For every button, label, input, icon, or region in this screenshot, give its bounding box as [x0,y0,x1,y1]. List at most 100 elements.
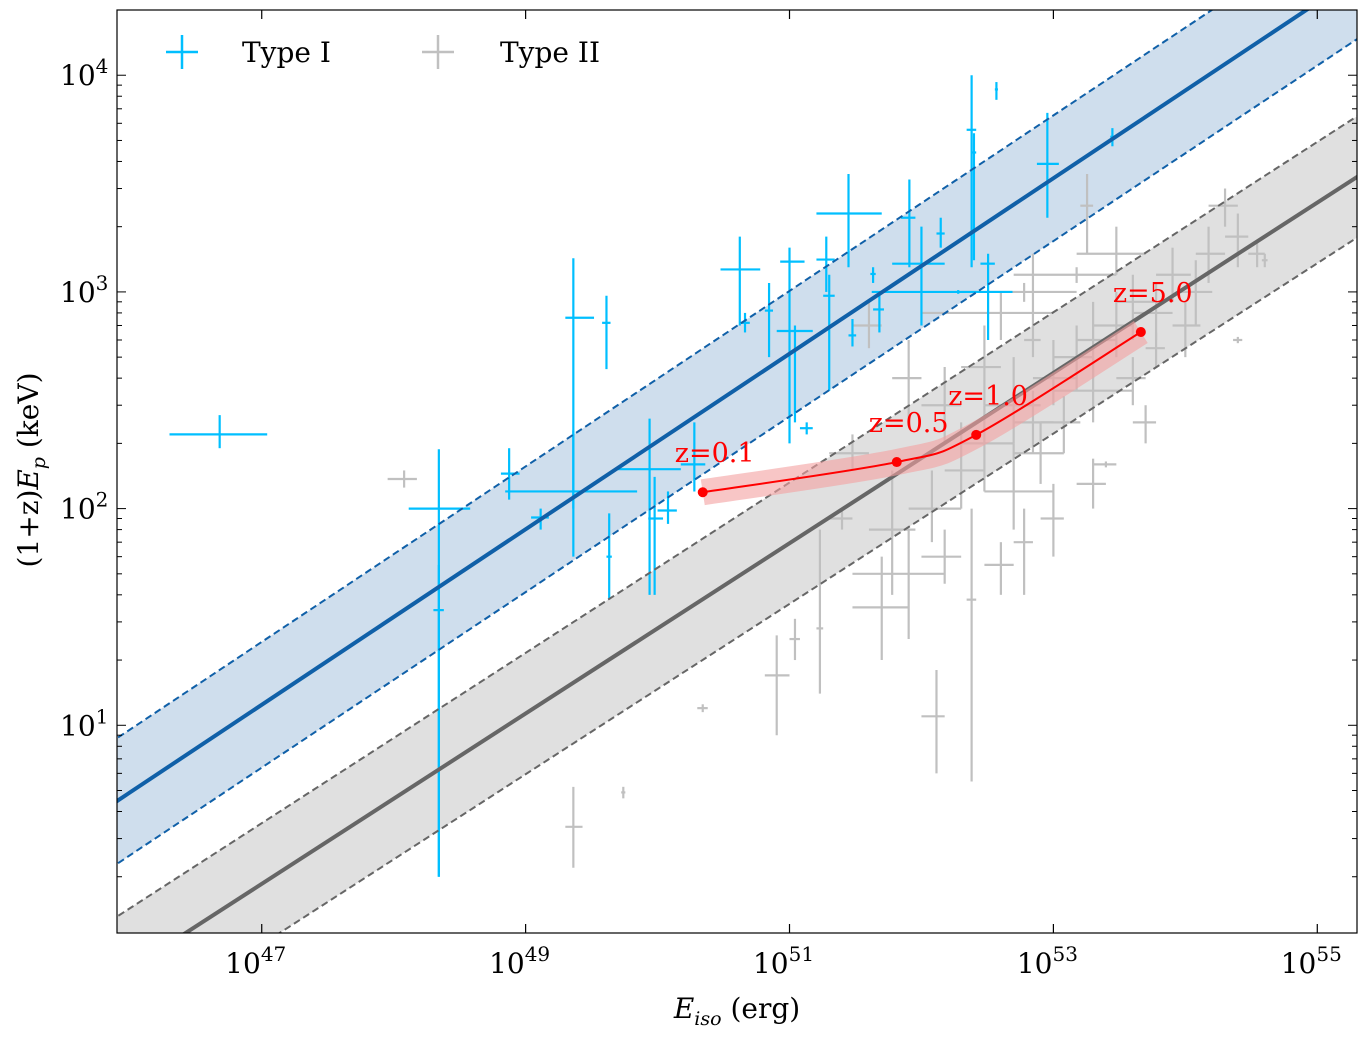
data-point [984,542,1014,595]
redshift-label: z=5.0 [1113,278,1193,309]
tick-base: 10 [60,709,96,742]
tick-base: 10 [1017,947,1053,980]
data-point [1040,396,1081,454]
data-point [816,174,882,268]
y-tick-label: 101 [60,704,108,742]
data-point [1261,253,1268,268]
data-point [816,236,835,292]
tick-base: 10 [753,947,789,980]
fit-scatter-line [117,37,1357,866]
data-point [1024,253,1041,358]
data-point [789,618,800,661]
redshift-point [697,487,708,498]
tick-base: 10 [60,493,96,526]
data-point [1076,458,1106,509]
fit-band [117,116,1357,933]
data-point [648,476,664,595]
data-point [892,226,945,326]
fit-scatter-line [117,10,1214,740]
data-point [901,179,916,268]
data-point [780,247,805,444]
data-point [823,274,835,391]
redshift-label: z=1.0 [948,381,1028,412]
data-point [776,325,813,423]
data-point [868,470,916,595]
x-tick-label: 1051 [753,942,814,980]
data-point [799,422,813,435]
data-point [1132,405,1157,444]
data-point [1036,112,1059,218]
data-point [602,295,611,370]
data-point [892,339,922,423]
tick-base: 10 [60,59,96,92]
data-point [680,422,706,492]
fit-scatter-line [277,236,1357,933]
x-axis-label: Eiso (erg) [673,992,800,1030]
y-axis-label: (1+z)Ep (keV) [12,372,50,567]
data-point [921,669,945,774]
data-point [994,82,998,100]
y-axis-symbol: E [12,469,45,490]
y-axis-subscript: p [28,457,50,469]
tick-exponent: 3 [96,271,109,295]
redshift-label: z=0.5 [869,408,949,439]
tick-base: 10 [225,947,261,980]
data-point [921,529,962,584]
x-axis-symbol: E [673,992,694,1025]
legend-label: Type II [500,36,600,69]
data-point [1208,188,1238,227]
tick-exponent: 2 [96,488,109,512]
tick-exponent: 4 [96,54,109,78]
fit-band [117,10,1357,864]
data-points [169,75,1268,877]
fit-line [181,174,1357,933]
data-point [966,508,977,782]
data-point [908,470,962,543]
redshift-track-line [702,331,1142,494]
tick-base: 10 [60,276,96,309]
data-point [433,564,444,877]
x-tick-label: 1053 [1017,942,1078,980]
data-point [1013,267,1117,283]
x-axis-subscript: iso [694,1008,721,1030]
data-point [1248,241,1265,268]
fit-lines [117,10,1357,933]
data-point [764,635,790,736]
fit-scatter-line [117,115,1357,918]
data-point [720,236,761,326]
data-point [870,267,876,283]
tick-exponent: 47 [261,942,286,966]
y-tick-label: 104 [60,54,108,92]
data-point [169,415,268,449]
data-point [621,786,626,799]
tick-base: 10 [1281,947,1317,980]
data-point [936,217,945,248]
data-point [606,513,612,600]
data-point [1013,422,1064,484]
data-point [966,75,977,268]
tick-exponent: 1 [96,704,109,728]
redshift-point [891,457,902,468]
data-point [1013,508,1033,595]
data-point [852,529,945,640]
data-point [852,556,909,661]
x-tick-label: 1049 [489,942,550,980]
fit-bands [117,10,1357,933]
data-point [961,325,1001,406]
data-point [1132,282,1173,340]
data-point [1145,332,1165,368]
tick-exponent: 51 [789,942,814,966]
data-point [816,529,824,694]
redshift-label: z=0.1 [675,438,755,469]
x-tick-label: 1047 [225,942,286,980]
tick-exponent: 55 [1316,942,1341,966]
data-point [984,443,1054,530]
y-axis-unit: (keV) [12,372,45,457]
legend: Type I Type II [166,35,600,69]
redshift-point [971,429,982,440]
fit-line [117,10,1310,804]
data-point [697,704,708,713]
data-point [1093,461,1117,468]
